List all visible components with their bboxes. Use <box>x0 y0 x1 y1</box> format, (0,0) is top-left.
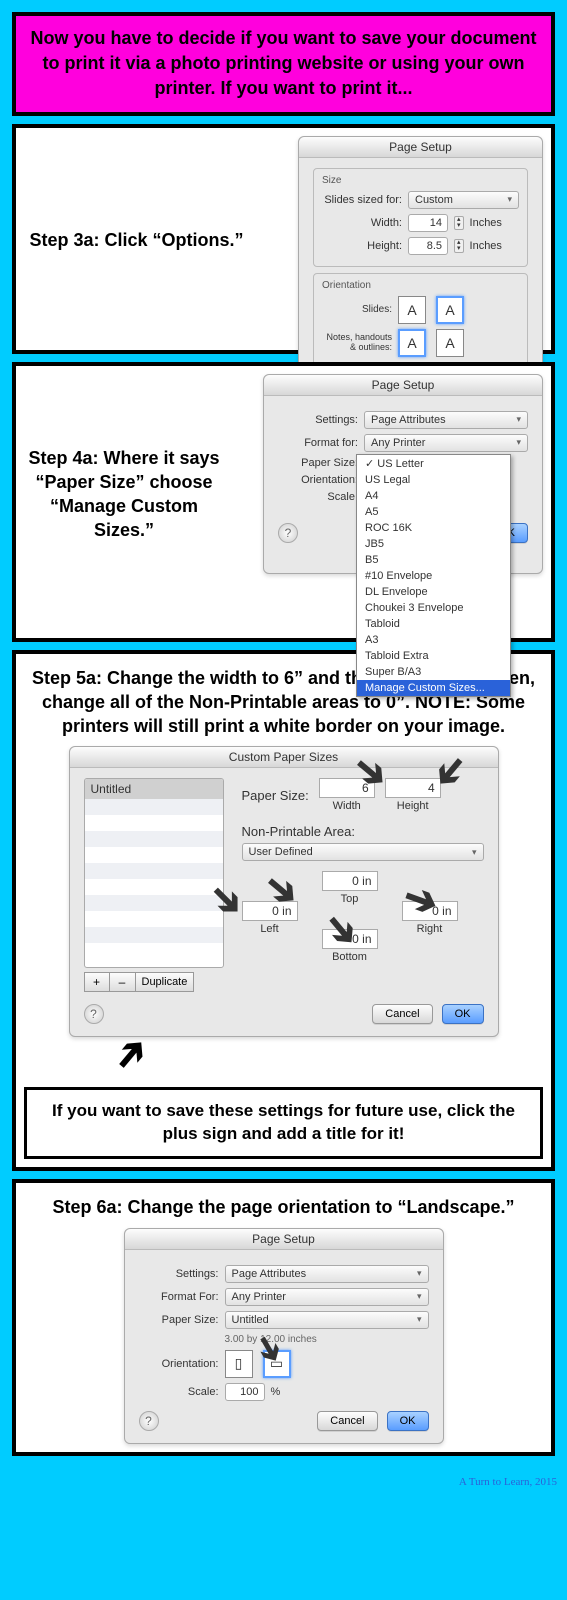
help-icon-6a[interactable]: ? <box>139 1411 159 1431</box>
ok-button-6a[interactable]: OK <box>387 1411 429 1431</box>
slides-portrait-icon[interactable]: A <box>398 296 426 324</box>
format-label-6a: Format For: <box>139 1291 219 1303</box>
right-sublabel: Right <box>402 923 458 935</box>
dropdown-item[interactable]: JB5 <box>357 536 510 552</box>
npa-select[interactable]: User Defined <box>242 843 484 861</box>
step3a-panel: Step 3a: Click “Options.” Page Setup Siz… <box>12 124 555 354</box>
cps-title: Custom Paper Sizes <box>70 747 498 768</box>
format-label: Format for: <box>278 437 358 449</box>
height-unit: Inches <box>470 240 502 252</box>
width-input[interactable]: 14 <box>408 214 448 232</box>
dialog-title-6a: Page Setup <box>125 1229 443 1250</box>
dropdown-item[interactable]: A3 <box>357 632 510 648</box>
format-select-6a[interactable]: Any Printer <box>225 1288 429 1306</box>
duplicate-button[interactable]: Duplicate <box>136 972 195 992</box>
sizes-listbox[interactable]: Untitled <box>84 778 224 968</box>
top-sublabel: Top <box>322 893 378 905</box>
step4a-label: Step 4a: Where it says “Paper Size” choo… <box>24 446 224 543</box>
paper-size-label-6a: Paper Size: <box>139 1314 219 1326</box>
dropdown-item[interactable]: B5 <box>357 552 510 568</box>
dropdown-item[interactable]: A4 <box>357 488 510 504</box>
dropdown-item[interactable]: Tabloid Extra <box>357 648 510 664</box>
help-icon-5a[interactable]: ? <box>84 1004 104 1024</box>
help-icon[interactable]: ? <box>278 523 298 543</box>
dropdown-item[interactable]: ROC 16K <box>357 520 510 536</box>
orientation-label: Orientation: <box>278 474 358 486</box>
bottom-sublabel: Bottom <box>322 951 378 963</box>
list-item[interactable]: Untitled <box>85 779 223 799</box>
paper-size-select-6a[interactable]: Untitled <box>225 1311 429 1329</box>
remove-button[interactable]: – <box>110 972 136 992</box>
height-input[interactable]: 8.5 <box>408 237 448 255</box>
portrait-icon[interactable]: ▯ <box>225 1350 253 1378</box>
paper-size-label: Paper Size: <box>278 457 358 469</box>
slides-sized-for-select[interactable]: Custom <box>408 191 519 209</box>
paper-size-5a-label: Paper Size: <box>242 788 309 803</box>
height-input-5a[interactable]: 4 <box>385 778 441 798</box>
width-sublabel: Width <box>319 800 375 812</box>
height-sublabel: Height <box>385 800 441 812</box>
orientation-label-6a: Orientation: <box>139 1358 219 1370</box>
dropdown-item[interactable]: Super B/A3 <box>357 664 510 680</box>
scale-label-6a: Scale: <box>139 1386 219 1398</box>
bottom-input[interactable]: 0 in <box>322 929 378 949</box>
right-input[interactable]: 0 in <box>402 901 458 921</box>
settings-label-6a: Settings: <box>139 1268 219 1280</box>
notes-landscape-icon[interactable]: A <box>436 329 464 357</box>
page-setup-dialog-6a: Page Setup Settings: Page Attributes For… <box>124 1228 444 1444</box>
step3a-label: Step 3a: Click “Options.” <box>24 228 249 252</box>
orientation-section-label: Orientation <box>322 280 519 291</box>
settings-select-6a[interactable]: Page Attributes <box>225 1265 429 1283</box>
dropdown-item[interactable]: DL Envelope <box>357 584 510 600</box>
scale-pct: % <box>271 1386 281 1398</box>
dropdown-item[interactable]: Choukei 3 Envelope <box>357 600 510 616</box>
width-unit: Inches <box>470 217 502 229</box>
dialog-title: Page Setup <box>299 137 542 158</box>
dropdown-item-selected[interactable]: Manage Custom Sizes... <box>357 680 510 696</box>
cancel-button-5a[interactable]: Cancel <box>372 1004 432 1024</box>
top-input[interactable]: 0 in <box>322 871 378 891</box>
dropdown-item[interactable]: US Letter <box>357 455 510 472</box>
height-label: Height: <box>322 240 402 252</box>
left-input[interactable]: 0 in <box>242 901 298 921</box>
paper-dims: 3.00 by 12.00 inches <box>225 1334 317 1345</box>
intro-header: Now you have to decide if you want to sa… <box>12 12 555 116</box>
dropdown-item[interactable]: Tabloid <box>357 616 510 632</box>
settings-select[interactable]: Page Attributes <box>364 411 528 429</box>
ok-button-5a[interactable]: OK <box>442 1004 484 1024</box>
dropdown-item[interactable]: US Legal <box>357 472 510 488</box>
slides-sized-for-label: Slides sized for: <box>322 194 402 206</box>
width-input-5a[interactable]: 6 <box>319 778 375 798</box>
dropdown-item[interactable]: #10 Envelope <box>357 568 510 584</box>
step5a-panel: Step 5a: Change the width to 6” and the … <box>12 650 555 1172</box>
step6a-panel: Step 6a: Change the page orientation to … <box>12 1179 555 1455</box>
scale-label: Scale: <box>278 491 358 503</box>
scale-input[interactable]: 100 <box>225 1383 265 1401</box>
size-section-label: Size <box>322 175 519 186</box>
cancel-button-6a[interactable]: Cancel <box>317 1411 377 1431</box>
dropdown-item[interactable]: A5 <box>357 504 510 520</box>
settings-label: Settings: <box>278 414 358 426</box>
slides-orient-label: Slides: <box>322 304 392 315</box>
custom-paper-sizes-dialog: Custom Paper Sizes Untitled + – Duplicat… <box>69 746 499 1037</box>
step6a-label: Step 6a: Change the page orientation to … <box>24 1195 543 1219</box>
left-sublabel: Left <box>242 923 298 935</box>
add-button[interactable]: + <box>84 972 110 992</box>
notes-orient-label: Notes, handouts & outlines: <box>322 333 392 353</box>
page-setup-dialog-4a: Page Setup Settings: Page Attributes For… <box>263 374 543 574</box>
slides-landscape-icon[interactable]: A <box>436 296 464 324</box>
format-select[interactable]: Any Printer <box>364 434 528 452</box>
paper-size-dropdown[interactable]: US LetterUS LegalA4A5ROC 16KJB5B5#10 Env… <box>356 454 511 697</box>
attribution: A Turn to Learn, 2015 <box>0 1476 567 1494</box>
step4a-panel: Step 4a: Where it says “Paper Size” choo… <box>12 362 555 642</box>
landscape-icon[interactable]: ▭ <box>263 1350 291 1378</box>
notes-portrait-icon[interactable]: A <box>398 329 426 357</box>
callout: If you want to save these settings for f… <box>24 1087 543 1159</box>
dialog-title-4a: Page Setup <box>264 375 542 396</box>
npa-label: Non-Printable Area: <box>242 824 484 839</box>
width-label: Width: <box>322 217 402 229</box>
